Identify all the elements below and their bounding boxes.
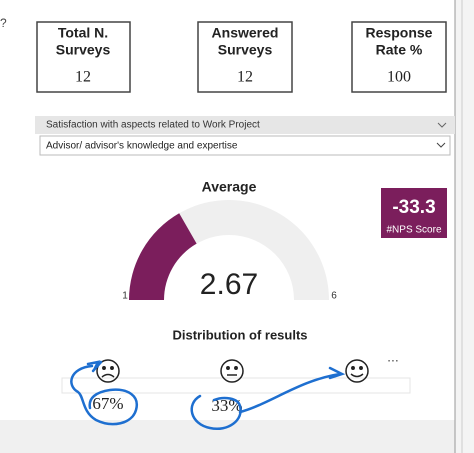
eye	[102, 366, 106, 370]
filter-header	[35, 116, 455, 134]
eye	[226, 366, 230, 370]
card	[36, 21, 131, 93]
card-title: Total N.	[58, 25, 108, 41]
gauge	[129, 200, 329, 300]
nps-label: #NPS Score	[386, 225, 441, 236]
bottom-strip	[0, 420, 474, 453]
eye	[234, 366, 238, 370]
card-title: Surveys	[218, 42, 273, 58]
distribution-label: 67%	[92, 394, 123, 413]
sad-face	[96, 359, 120, 383]
dropdown[interactable]	[39, 135, 451, 156]
cards: Total N. Surveys 12 Answered Surveys 12 …	[36, 21, 447, 93]
annotations	[70, 360, 346, 431]
distribution-title: Distribution of results	[172, 327, 307, 342]
gauge-value: 2.67	[200, 268, 258, 301]
neutral-face	[220, 359, 244, 383]
card-value: 12	[237, 69, 253, 86]
arrow	[238, 372, 342, 414]
right-strip	[455, 0, 474, 453]
gauge-max: 6	[331, 291, 337, 302]
card-title: Surveys	[56, 42, 111, 58]
mouth	[350, 373, 364, 378]
distribution-track	[61, 377, 411, 394]
chevron	[436, 142, 446, 148]
filter[interactable]: Satisfaction with aspects related to Wor…	[35, 116, 455, 156]
eye	[359, 366, 363, 370]
scribble	[70, 364, 139, 426]
nps-card	[381, 188, 447, 238]
dropdown-value: Advisor/ advisor's knowledge and experti…	[46, 141, 238, 152]
face-icons	[96, 359, 369, 383]
happy-face	[345, 359, 369, 383]
scribble	[190, 394, 242, 431]
arrow-head	[328, 366, 346, 380]
filter-label: Satisfaction with aspects related to Wor…	[46, 120, 260, 131]
card-value: 12	[75, 69, 91, 86]
gauge-title: Average	[202, 179, 257, 195]
card	[351, 21, 447, 93]
more-options[interactable]: ...	[387, 349, 399, 365]
card-value: 100	[387, 69, 411, 86]
nps-value: -33.3	[392, 197, 435, 218]
gauge-min: 1	[122, 291, 128, 302]
card-title: Answered	[212, 25, 279, 41]
chevron	[437, 122, 447, 128]
card-title: Rate %	[376, 42, 423, 58]
help-mark: ?	[0, 16, 7, 30]
mouth	[101, 373, 115, 378]
eye	[351, 366, 355, 370]
gauge-fill	[129, 213, 197, 300]
card	[197, 21, 293, 93]
eye	[110, 366, 114, 370]
card-title: Response	[366, 25, 433, 41]
arrow	[86, 360, 103, 373]
